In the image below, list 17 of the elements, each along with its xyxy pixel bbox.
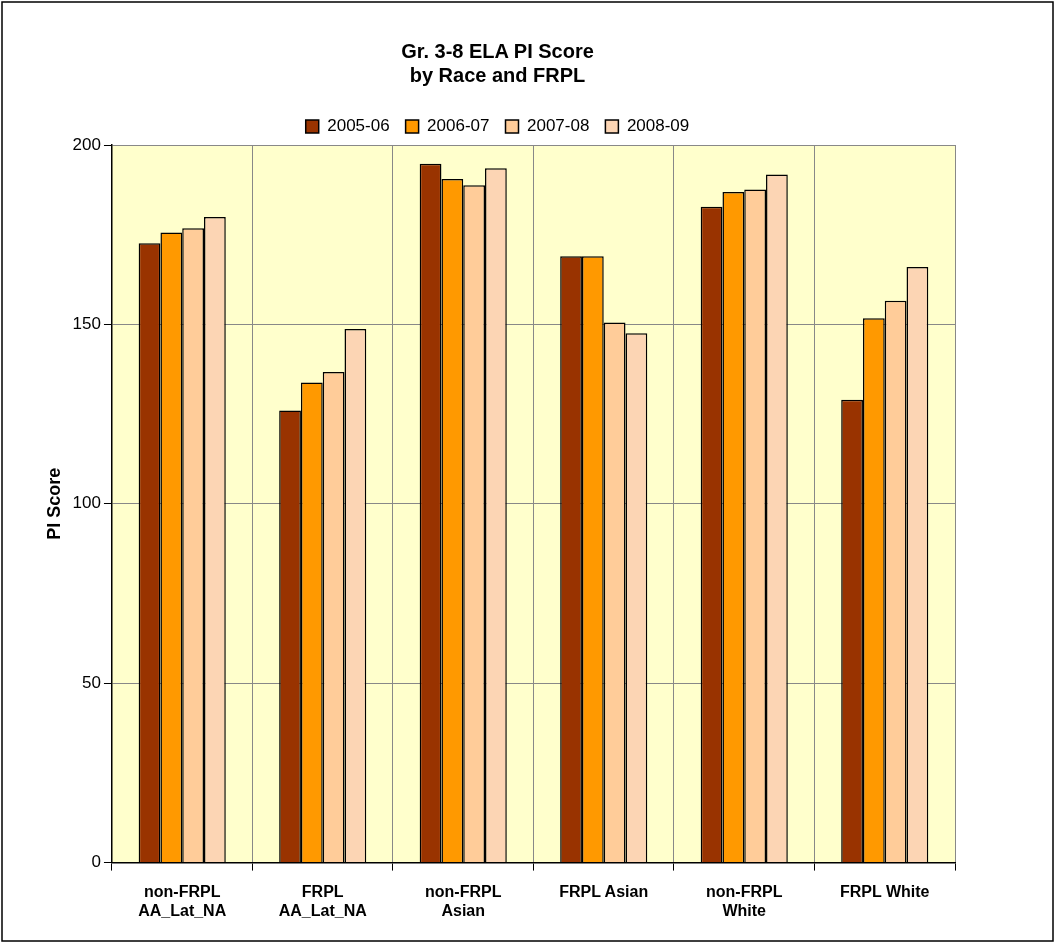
x-tick-label: non-FRPL White: [706, 882, 783, 919]
y-axis-title: PI Score: [43, 467, 64, 540]
y-tick-label: 50: [82, 672, 101, 692]
x-tick-label: FRPL White: [840, 882, 930, 900]
y-tick-label: 150: [72, 314, 101, 334]
chart-title: Gr. 3-8 ELA PI Score by Race and FRPL: [401, 39, 594, 86]
y-tick-label: 0: [91, 852, 101, 872]
y-tick-label: 100: [72, 493, 101, 513]
x-tick-label: FRPL Asian: [559, 882, 649, 900]
legend-label: 2007-08: [527, 116, 590, 136]
y-tick-label: 200: [72, 134, 101, 154]
x-tick-label: FRPL AA_Lat_NA: [278, 882, 368, 919]
x-tick-label: non-FRPL Asian: [425, 882, 502, 919]
legend-label: 2005-06: [327, 116, 390, 136]
legend-label: 2006-07: [427, 116, 490, 136]
legend-label: 2008-09: [626, 116, 690, 136]
x-tick-label: non-FRPL AA_Lat_NA: [138, 882, 227, 919]
